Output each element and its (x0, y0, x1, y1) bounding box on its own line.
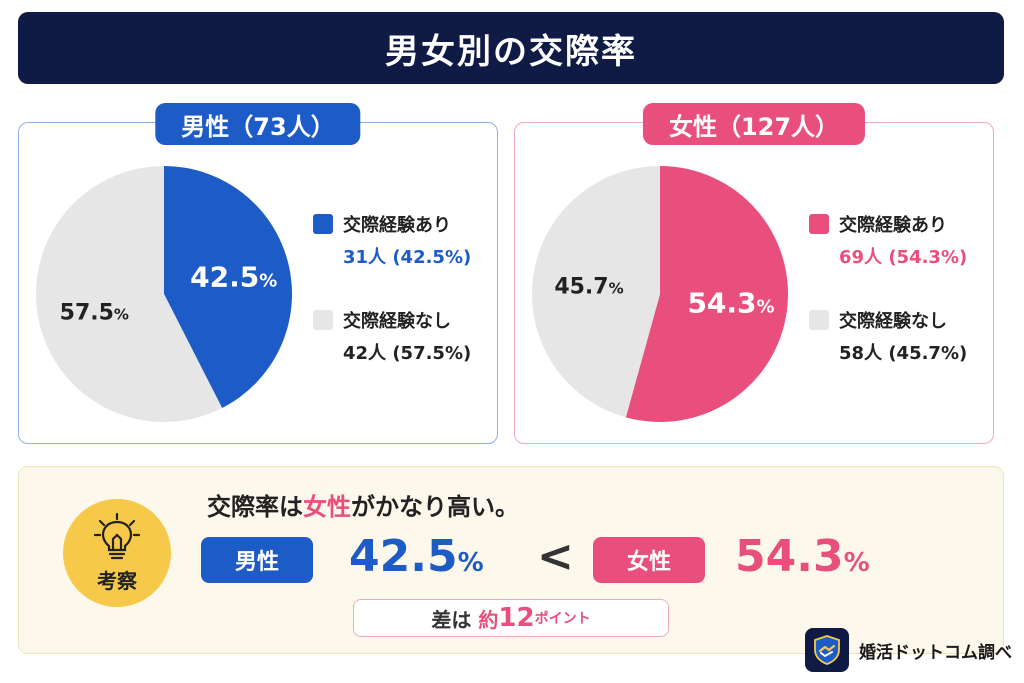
headline-highlight: 女性 (303, 493, 351, 521)
summary-panel: 考察 交際率は女性がかなり高い。 男性 42.5% < 女性 54.3% 差は … (18, 466, 1004, 654)
pie-slice-label: 45.7% (554, 274, 623, 299)
pie-slice-yes (164, 166, 292, 409)
male-compare-value: 42.5% (349, 531, 484, 582)
legend-label: 交際経験あり (839, 215, 947, 236)
male-legend-item-no: 交際経験なし (313, 307, 451, 333)
legend-label: 交際経験なし (839, 311, 947, 332)
female-legend-item-no: 交際経験なし (809, 307, 947, 333)
title-bar: 男女別の交際率 (18, 12, 1004, 84)
handshake-shield-icon (805, 628, 849, 672)
page-title: 男女別の交際率 (385, 31, 637, 72)
brand-name: 婚活ドットコム調べ (859, 642, 1012, 663)
male-legend-value-no: 42人 (57.5%) (343, 343, 472, 364)
legend-swatch-gray (313, 310, 333, 330)
male-pie-chart: 42.5% 57.5% (36, 166, 292, 422)
headline-pre: 交際率は (207, 493, 303, 521)
male-panel: 男性（73人） 42.5% 57.5% 交際経験あり 31人 (42.5%) 交際… (18, 103, 498, 444)
pie-slice-label: 57.5% (60, 301, 129, 326)
legend-swatch-gray (809, 310, 829, 330)
pie-slice-yes (625, 166, 788, 422)
female-compare-badge: 女性 (593, 537, 705, 583)
diff-number: 12 (498, 603, 535, 633)
female-legend-item-yes: 交際経験あり (809, 211, 947, 237)
male-chart-title: 男性（73人） (155, 103, 361, 145)
less-than-sign: < (537, 531, 574, 582)
legend-swatch-blue (313, 214, 333, 234)
female-legend-value-yes: 69人 (54.3%) (839, 247, 968, 268)
brand-credit: 婚活ドットコム調べ (805, 628, 1012, 672)
female-value-number: 54.3 (735, 531, 844, 582)
male-legend-item-yes: 交際経験あり (313, 211, 451, 237)
diff-approx: 約 (478, 607, 499, 632)
female-chart-title: 女性（127人） (642, 103, 866, 145)
difference-box: 差は 約 12 ポイント (353, 599, 669, 637)
legend-label: 交際経験なし (343, 311, 451, 332)
legend-swatch-pink (809, 214, 829, 234)
male-value-number: 42.5 (349, 531, 458, 582)
legend-label: 交際経験あり (343, 215, 451, 236)
female-legend-value-no: 58人 (45.7%) (839, 343, 968, 364)
pie-slice-no (532, 166, 660, 418)
summary-headline: 交際率は女性がかなり高い。 (207, 487, 519, 522)
diff-pre: 差は (431, 607, 472, 632)
pie-slice-no (36, 166, 223, 422)
female-panel: 女性（127人） 54.3% 45.7% 交際経験あり 69人 (54.3%) 交… (514, 103, 994, 444)
pie-slice-label: 42.5% (190, 260, 277, 293)
female-pie-chart: 54.3% 45.7% (532, 166, 788, 422)
female-compare-value: 54.3% (735, 531, 870, 582)
headline-post: がかなり高い。 (351, 493, 519, 521)
insight-badge: 考察 (63, 499, 171, 607)
male-compare-badge: 男性 (201, 537, 313, 583)
female-value-pct: % (843, 548, 870, 578)
male-legend-value-yes: 31人 (42.5%) (343, 247, 472, 268)
insight-label: 考察 (97, 568, 137, 593)
pie-slice-label: 54.3% (687, 287, 774, 320)
male-value-pct: % (457, 548, 484, 578)
lightbulb-icon (94, 512, 140, 559)
diff-unit: ポイント (534, 611, 591, 627)
